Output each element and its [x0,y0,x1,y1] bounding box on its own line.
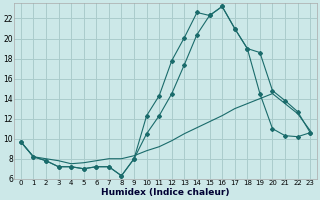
X-axis label: Humidex (Indice chaleur): Humidex (Indice chaleur) [101,188,230,197]
